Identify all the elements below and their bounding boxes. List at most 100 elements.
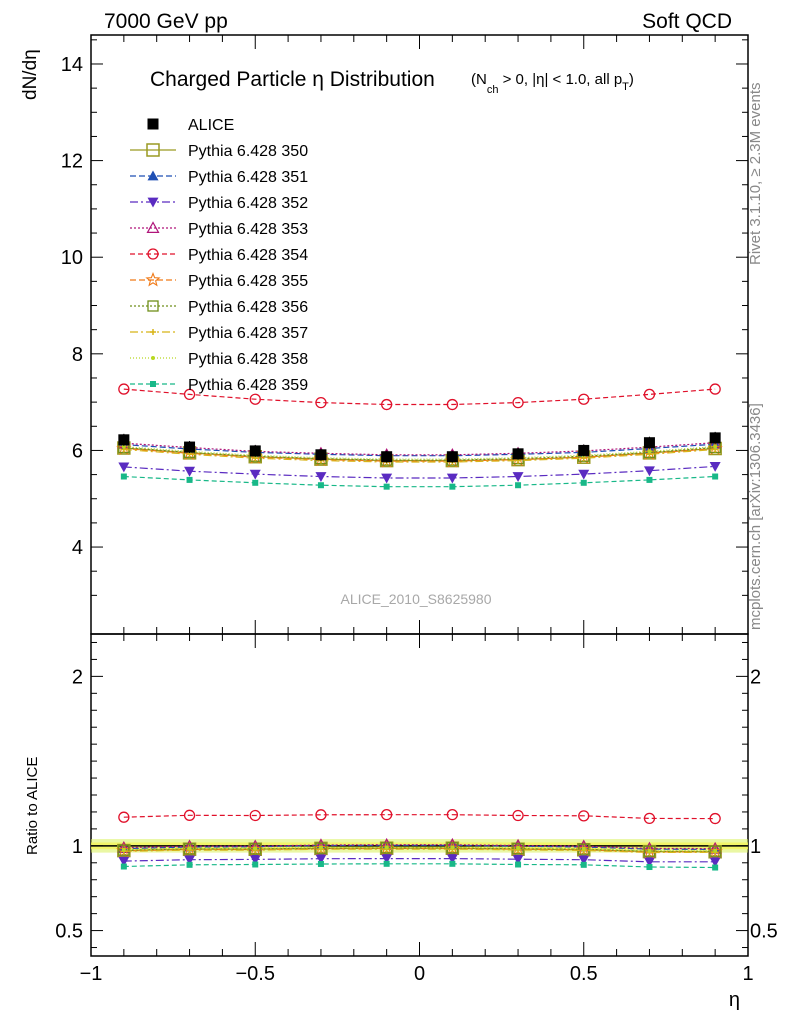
series-358-point (713, 444, 718, 449)
legend: ALICE Pythia 6.428 350 Pythia 6.428 351 Pyt… (130, 117, 308, 394)
series-358-ratio-point (384, 845, 389, 850)
series-359-ratio-point (712, 864, 719, 871)
rivet-label: Rivet 3.1.10, ≥ 2.3M events (747, 83, 764, 266)
series-358-point (121, 444, 126, 449)
series-354-point (249, 393, 261, 405)
series-358-point (647, 449, 652, 454)
legend-entry-350: Pythia 6.428 350 (130, 143, 308, 160)
series-358-ratio-point (187, 846, 192, 851)
series-352-ratio-point (709, 857, 721, 868)
legend-entry-352-label: Pythia 6.428 352 (188, 195, 308, 212)
legend-entry-350-marker (146, 143, 160, 157)
ratio-y-tick-label: 1 (72, 836, 83, 858)
ratio-y-tick-label-right: 0.5 (750, 921, 778, 943)
series-359-ratio-line (123, 863, 716, 869)
legend-entry-alice-marker (147, 118, 159, 130)
series-359-point (712, 473, 719, 480)
series-359-ratio-point (449, 860, 456, 867)
series-352-ratio-point (118, 856, 130, 867)
series-352-point (709, 461, 721, 472)
series-352-ratio-point (643, 857, 655, 868)
legend-entry-352: Pythia 6.428 352 (130, 195, 308, 212)
legend-entry-358-marker (151, 356, 155, 360)
legend-entry-359-marker (150, 381, 156, 387)
legend-entry-355: Pythia 6.428 355 (130, 271, 308, 290)
series-352-ratio-line (123, 857, 716, 863)
y-tick-label: 6 (72, 440, 83, 462)
legend-entry-358-label: Pythia 6.428 358 (188, 351, 308, 368)
series-354-point (512, 396, 524, 409)
series-354-ratio-point (578, 810, 590, 822)
series-358-ratio-line (123, 846, 716, 852)
series-359-point (120, 473, 127, 480)
legend-entry-351-label: Pythia 6.428 351 (188, 169, 308, 186)
chart-title: Charged Particle η Distribution (Nch > 0… (150, 68, 634, 96)
legend-entry-359: Pythia 6.428 359 (130, 377, 308, 394)
series-359-ratio-point (646, 864, 653, 871)
legend-entry-355-label: Pythia 6.428 355 (188, 273, 308, 290)
series-358-ratio-point (450, 845, 455, 850)
series-354-point (315, 396, 327, 409)
series-357-ratio-line (123, 848, 716, 854)
y-axis-label: dN/dη (20, 49, 41, 100)
series-354-ratio-point (446, 809, 459, 821)
legend-entry-352-marker (147, 197, 159, 208)
ratio-y-tick-label: 2 (72, 666, 83, 688)
legend-entry-353: Pythia 6.428 353 (130, 221, 308, 238)
series-352-point (118, 462, 130, 473)
ratio-y-tick-label: 0.5 (55, 921, 83, 943)
header-left: 7000 GeV pp (104, 10, 228, 33)
series-359-point (449, 483, 456, 490)
series-354-ratio-point (118, 811, 130, 823)
x-tick-label: 1 (742, 963, 753, 985)
series-352-point (512, 472, 524, 483)
series-356-ratio-point (709, 845, 721, 857)
series-359-point (580, 479, 587, 486)
series-354-point (643, 388, 656, 401)
series-359-ratio-point (252, 861, 259, 868)
series-356-line (123, 446, 716, 461)
series-352-ratio-point (446, 854, 458, 865)
legend-entry-alice: ALICE (147, 117, 234, 134)
ratio-frame (90, 633, 749, 957)
series-354-ratio-line (123, 814, 716, 820)
title-main: Charged Particle η Distribution (150, 68, 435, 91)
series-359-ratio-point (383, 860, 390, 867)
series-354-ratio-point (315, 809, 327, 821)
series-357-line (123, 448, 716, 463)
y-tick-label: 14 (61, 54, 83, 76)
series-359-point (317, 482, 324, 489)
series-352-point (315, 472, 327, 483)
legend-entry-357-marker (150, 329, 156, 335)
legend-entry-354: Pythia 6.428 354 (130, 247, 308, 264)
series-356-ratio-point (315, 842, 327, 854)
series-351-ratio-point (512, 840, 524, 851)
x-tick-label: −1 (80, 963, 103, 985)
series-356-ratio-point (578, 843, 590, 855)
series-359-point (646, 476, 653, 483)
legend-entry-356: Pythia 6.428 356 (130, 299, 308, 316)
series-352-ratio-point (381, 854, 393, 865)
y-tick-label: 10 (61, 247, 83, 269)
series-359-point (186, 476, 193, 483)
series-352-point (446, 473, 458, 484)
legend-entry-354-label: Pythia 6.428 354 (188, 247, 308, 264)
title-cuts: (Nch > 0, |η| < 1.0, all pT) (471, 71, 634, 96)
legend-entry-353-marker (146, 221, 160, 233)
legend-entry-351-marker (147, 170, 159, 181)
series-359-point (383, 483, 390, 490)
x-tick-label: 0 (414, 963, 425, 985)
ratio-y-axis-label: Ratio to ALICE (24, 757, 41, 855)
series-354-point (709, 383, 721, 395)
series-352-point (249, 469, 261, 480)
y-tick-label: 4 (72, 537, 83, 559)
legend-entry-354-marker (147, 248, 159, 260)
legend-entry-350-label: Pythia 6.428 350 (188, 143, 308, 160)
analysis-label: ALICE_2010_S8625980 (340, 591, 491, 607)
series-358-ratio-point (581, 846, 586, 851)
series-359-line (123, 475, 716, 488)
legend-entry-357-label: Pythia 6.428 357 (188, 325, 308, 342)
legend-entry-356-label: Pythia 6.428 356 (188, 299, 308, 316)
ratio-y-tick-label-right: 1 (750, 836, 761, 858)
